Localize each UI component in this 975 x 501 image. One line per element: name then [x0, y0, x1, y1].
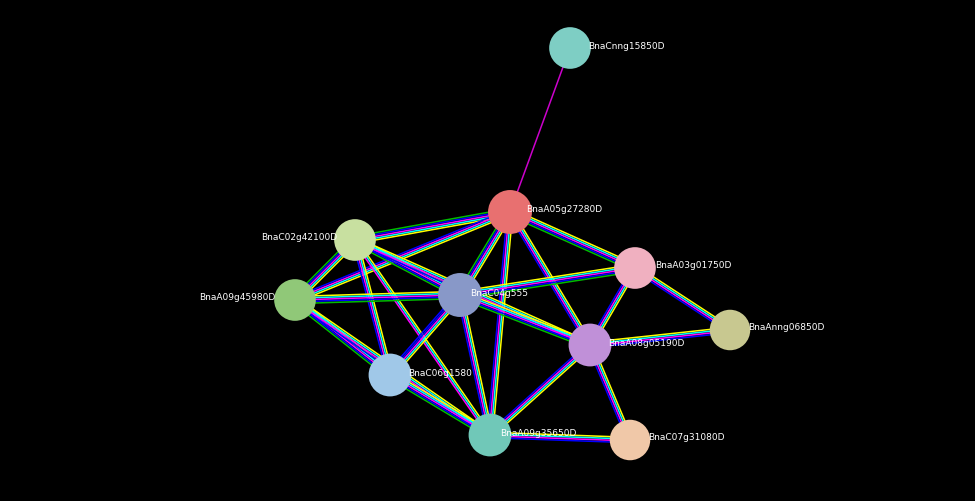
Point — [582, 341, 598, 349]
Point — [452, 291, 468, 299]
Text: BnaA09g45980D: BnaA09g45980D — [199, 294, 275, 303]
Point — [722, 326, 738, 334]
Point — [347, 236, 363, 244]
Point — [382, 371, 398, 379]
Point — [563, 44, 578, 52]
Text: BnaC04g555: BnaC04g555 — [470, 289, 528, 298]
Text: BnaCnng15850D: BnaCnng15850D — [588, 42, 665, 51]
Text: BnaC02g42100D: BnaC02g42100D — [261, 233, 337, 242]
Point — [622, 436, 638, 444]
Text: BnaA09g35650D: BnaA09g35650D — [500, 428, 576, 437]
Text: BnaA08g05190D: BnaA08g05190D — [608, 339, 684, 348]
Text: BnaC07g31080D: BnaC07g31080D — [648, 433, 724, 442]
Text: BnaA05g27280D: BnaA05g27280D — [526, 205, 603, 214]
Point — [483, 431, 498, 439]
Point — [502, 208, 518, 216]
Text: BnaC06g1580: BnaC06g1580 — [408, 369, 472, 377]
Point — [288, 296, 303, 304]
Point — [627, 264, 643, 272]
Text: BnaA03g01750D: BnaA03g01750D — [655, 262, 731, 271]
Text: BnaAnng06850D: BnaAnng06850D — [748, 324, 825, 333]
